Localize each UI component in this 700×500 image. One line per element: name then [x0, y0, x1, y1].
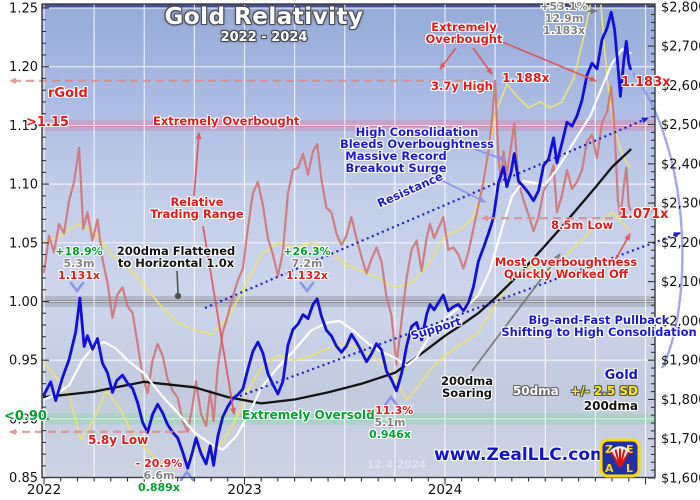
plot-top-strip: [42, 4, 655, 8]
annotation-extremely-overbought-left: Extremely Overbought: [153, 114, 300, 128]
zeal-logo: Z E A L: [599, 438, 641, 478]
annotation-ratio-1-188: 1.188x: [502, 70, 550, 85]
caret-down-icon: [299, 281, 315, 294]
annotation-most-overboughtness: Most Overboughtness Quickly Worked Off: [494, 255, 638, 282]
svg-text:2024: 2024: [428, 482, 462, 498]
svg-text:$1,800: $1,800: [661, 393, 700, 408]
legend-sd-band: +/- 2.5 SD: [570, 383, 638, 398]
tick-labels: 1.25 1.20 1.15 1.10 1.05 1.00 0.95 0.90 0.85 $2,8…: [9, 0, 700, 498]
svg-text:$2,600: $2,600: [661, 79, 700, 94]
arrow-rtr-up: [193, 132, 202, 197]
arrow-consolidation: [468, 146, 506, 161]
arrow-eo-peak: [472, 47, 493, 75]
support-line: [239, 231, 681, 398]
annotation-extremely-overbought-top: Extremely Overbought: [425, 20, 503, 47]
svg-text:$2,000: $2,000: [661, 314, 700, 329]
svg-text:$1,900: $1,900: [661, 354, 700, 369]
annotation-upleg-2024-stats: +53.1% 12.9m 1.183x: [540, 0, 588, 37]
svg-text:E: E: [626, 443, 634, 456]
chart-title: Gold Relativity: [164, 4, 364, 30]
arrow-rtr-down: [202, 225, 236, 415]
svg-text:1.15: 1.15: [9, 119, 38, 134]
svg-text:L: L: [626, 462, 633, 475]
series-rgold: [42, 79, 632, 433]
chart-subtitle: 2022 - 2024: [220, 30, 308, 45]
arrow-overboughtness: [613, 233, 631, 263]
series-dma200: [42, 148, 632, 405]
svg-text:$2,500: $2,500: [661, 118, 700, 133]
annotation-massive-record-breakout: Massive Record Breakout Surge: [345, 149, 447, 176]
svg-text:$2,100: $2,100: [661, 275, 700, 290]
svg-text:$2,800: $2,800: [661, 0, 700, 15]
svg-text:1.20: 1.20: [9, 60, 38, 75]
legend-gold: Gold: [604, 368, 638, 383]
svg-text:1.25: 1.25: [9, 2, 38, 17]
svg-text:$1,600: $1,600: [661, 472, 700, 487]
svg-text:1.10: 1.10: [9, 178, 38, 193]
svg-text:1.05: 1.05: [9, 236, 38, 251]
annotation-extremely-oversold: Extremely Oversold: [242, 408, 375, 422]
arrow-eo-long: [499, 40, 597, 82]
plot-frame: [41, 3, 656, 479]
zeal-watermark: www.ZealLLC.com: [434, 445, 608, 465]
pullback-curve: [632, 72, 684, 369]
svg-text:0.85: 0.85: [9, 471, 38, 486]
svg-text:0.95: 0.95: [9, 354, 38, 369]
annotation-rgold-label: rGold: [48, 86, 88, 101]
annotation-level-0-90-label: <0.90: [4, 409, 47, 424]
dma-flattened-pointer-dot: [174, 292, 182, 300]
arrow-breakout: [436, 177, 486, 203]
annotation-relative-trading-range: Relative Trading Range: [150, 195, 244, 222]
legend: Gold 50dma +/- 2.5 SD 200dma: [513, 367, 638, 414]
annotation-upleg-2023-stats: +26.3% 7.2m 1.132x: [283, 245, 331, 282]
svg-text:A: A: [605, 462, 614, 475]
caret-down-icon: [69, 281, 85, 294]
annotation-high-consolidation: High Consolidation Bleeds Overboughtness: [339, 125, 495, 152]
svg-text:2022: 2022: [27, 482, 61, 498]
svg-text:$2,200: $2,200: [661, 236, 700, 251]
series-layer: [42, 4, 632, 470]
legend-50dma: 50dma: [512, 383, 559, 398]
svg-text:$1,700: $1,700: [661, 432, 700, 447]
annotation-correction-2022-stats: - 20.9% 6.6m 0.889x: [135, 457, 183, 494]
arrow-dma-soaring: [471, 253, 561, 372]
svg-text:0.90: 0.90: [9, 412, 38, 427]
annotation-dma-flattened: 200dma Flattened to Horizontal 1.0x: [116, 244, 236, 271]
series-gold: [42, 10, 632, 470]
svg-text:$2,300: $2,300: [661, 197, 700, 212]
annotation-low-5-8y: 5.8y Low: [88, 433, 149, 447]
svg-text:1.00: 1.00: [9, 295, 38, 310]
ticks: [42, 6, 655, 485]
annotation-correction-2023-stats: - 11.3% 5.1m 0.946x: [366, 404, 414, 441]
annotation-low-8-5m: 8.5m Low: [551, 218, 614, 232]
resistance-line: [204, 116, 649, 310]
annotation-ratio-1-183: 1.183x: [621, 75, 671, 90]
caret-up-icon: [383, 394, 399, 407]
series-dma50: [42, 48, 632, 451]
annotation-dma-soaring: 200dma Soaring: [441, 374, 493, 401]
arrow-eo-left: [439, 47, 457, 70]
svg-text:Z: Z: [605, 443, 613, 456]
dma-flattened-pointer: [176, 270, 179, 294]
annotation-high-3-7y: 3.7y High: [431, 79, 493, 93]
annotation-upleg-2022-stats: +18.9% 5.3m 1.131x: [55, 245, 103, 282]
svg-text:$2,400: $2,400: [661, 157, 700, 172]
annotation-level-1-15-label: >1.15: [26, 115, 69, 130]
annotation-big-fast-pullback: Big-and-Fast Pullback Shifting to High Co…: [501, 313, 697, 340]
svg-text:$2,700: $2,700: [661, 40, 700, 55]
annotation-ratio-1-071: 1.071x: [619, 207, 669, 222]
annotation-chart-date: 12.4.2024: [367, 459, 427, 471]
series-sd-lower: [43, 211, 632, 470]
series-sd-upper: [43, 4, 632, 336]
svg-text:2023: 2023: [227, 482, 261, 498]
legend-200dma: 200dma: [583, 399, 638, 413]
